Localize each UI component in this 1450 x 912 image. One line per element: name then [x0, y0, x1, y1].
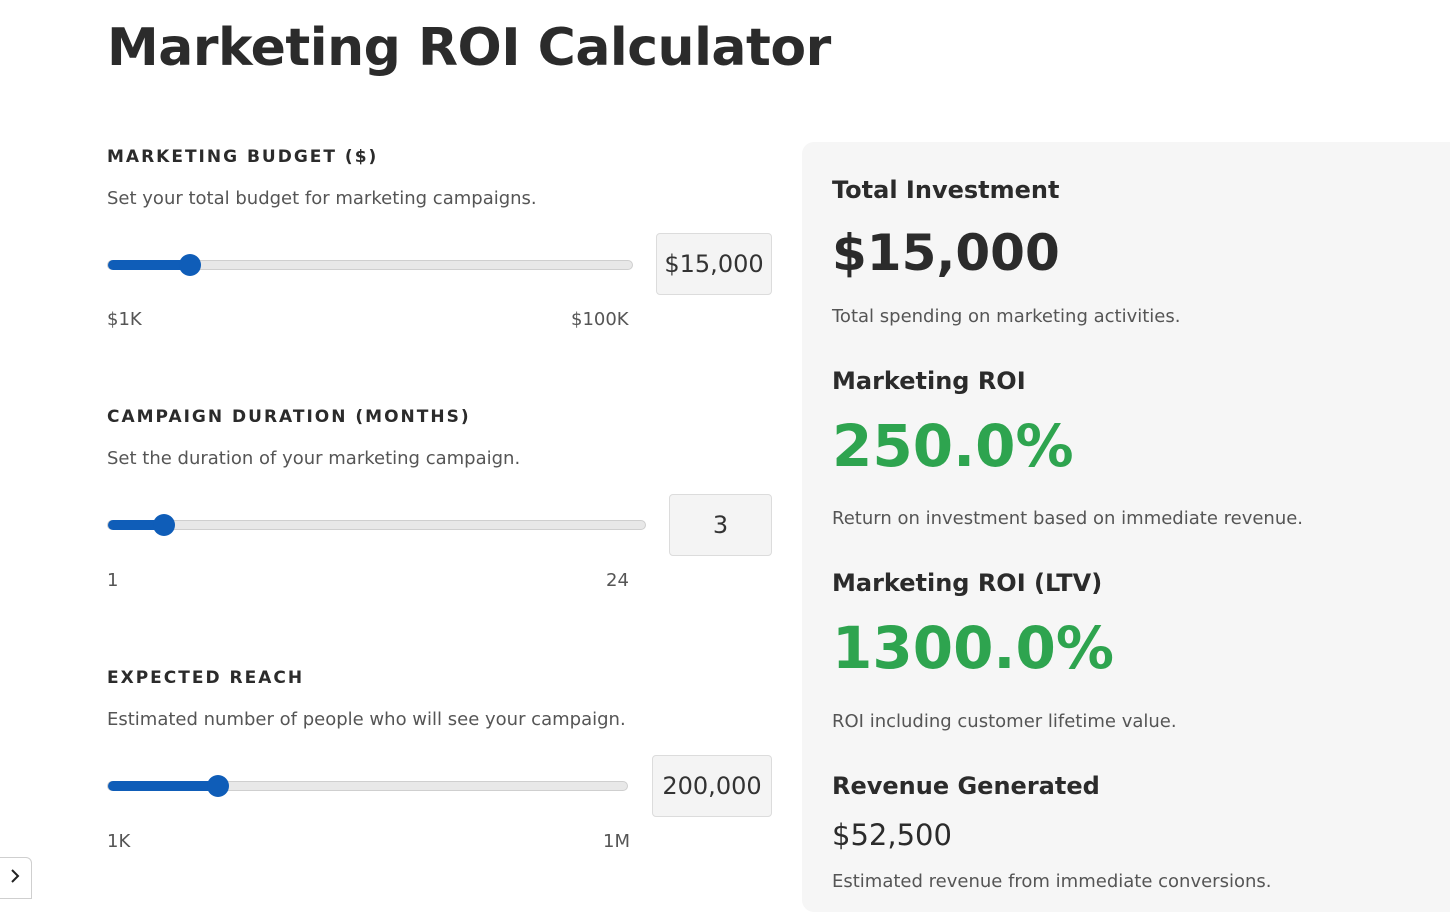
roi-value: 250.0%: [832, 412, 1074, 480]
revenue-description: Estimated revenue from immediate convers…: [832, 871, 1272, 892]
reach-label: EXPECTED REACH: [107, 668, 305, 688]
budget-min-label: $1K: [107, 309, 142, 330]
page-title: Marketing ROI Calculator: [107, 18, 831, 78]
budget-description: Set your total budget for marketing camp…: [107, 188, 537, 209]
reach-min-label: 1K: [107, 831, 131, 852]
reach-value-input[interactable]: 200,000: [652, 755, 772, 817]
duration-slider-thumb[interactable]: [153, 514, 175, 536]
budget-value-input[interactable]: $15,000: [656, 233, 772, 295]
budget-max-label: $100K: [571, 309, 629, 330]
roi-description: Return on investment based on immediate …: [832, 508, 1304, 529]
duration-min-label: 1: [107, 570, 119, 591]
duration-label: CAMPAIGN DURATION (MONTHS): [107, 407, 471, 427]
duration-max-label: 24: [606, 570, 629, 591]
budget-label: MARKETING BUDGET ($): [107, 147, 379, 167]
investment-heading: Total Investment: [832, 176, 1060, 204]
reach-slider-fill: [108, 781, 218, 791]
reach-slider[interactable]: [107, 775, 628, 797]
reach-slider-thumb[interactable]: [207, 775, 229, 797]
roi-ltv-heading: Marketing ROI (LTV): [832, 569, 1103, 597]
roi-ltv-value: 1300.0%: [832, 614, 1114, 682]
reach-max-label: 1M: [603, 831, 630, 852]
budget-slider-thumb[interactable]: [179, 254, 201, 276]
budget-slider-fill: [108, 260, 190, 270]
duration-slider[interactable]: [107, 514, 646, 536]
duration-slider-fill: [108, 520, 164, 530]
roi-heading: Marketing ROI: [832, 367, 1026, 395]
duration-description: Set the duration of your marketing campa…: [107, 448, 521, 469]
sidebar-toggle-button[interactable]: [0, 857, 32, 899]
chevron-right-icon: [9, 868, 21, 888]
revenue-heading: Revenue Generated: [832, 772, 1100, 800]
results-panel: Total Investment $15,000 Total spending …: [802, 142, 1450, 912]
investment-value: $15,000: [832, 224, 1060, 282]
budget-slider[interactable]: [107, 254, 633, 276]
investment-description: Total spending on marketing activities.: [832, 306, 1181, 327]
duration-value-input[interactable]: 3: [669, 494, 772, 556]
roi-ltv-description: ROI including customer lifetime value.: [832, 711, 1177, 732]
revenue-value: $52,500: [832, 818, 952, 852]
reach-description: Estimated number of people who will see …: [107, 709, 626, 730]
